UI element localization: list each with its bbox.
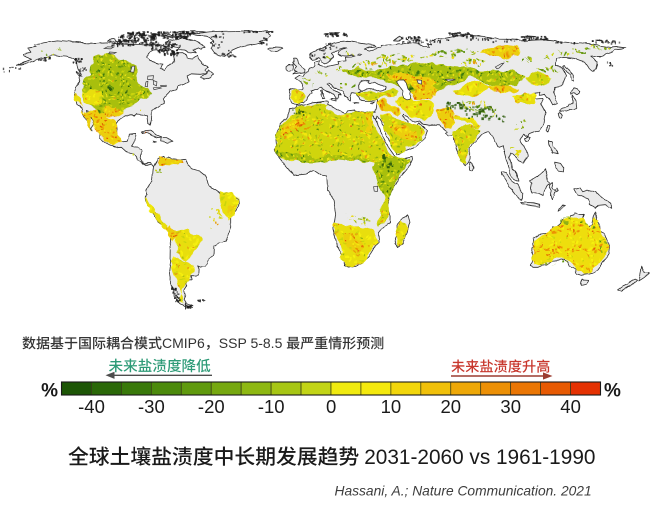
svg-text:Hassani, A.; Nature Communicat: Hassani, A.; Nature Communication. 2021 — [335, 484, 592, 499]
svg-text:%: % — [41, 381, 58, 402]
svg-text:30: 30 — [500, 396, 521, 417]
svg-text:CMIP6: CMIP6 — [162, 335, 205, 351]
svg-text:10: 10 — [381, 396, 402, 417]
svg-text:SSP 5-8.5: SSP 5-8.5 — [219, 335, 283, 351]
svg-text:-30: -30 — [138, 396, 165, 417]
svg-text:20: 20 — [441, 396, 462, 417]
svg-text:-10: -10 — [258, 396, 285, 417]
svg-text:40: 40 — [560, 396, 581, 417]
svg-text:2031-2060 vs 1961-1990: 2031-2060 vs 1961-1990 — [364, 446, 595, 469]
svg-text:-20: -20 — [198, 396, 225, 417]
svg-text:-40: -40 — [78, 396, 105, 417]
svg-text:0: 0 — [326, 396, 336, 417]
svg-text:%: % — [604, 381, 621, 402]
